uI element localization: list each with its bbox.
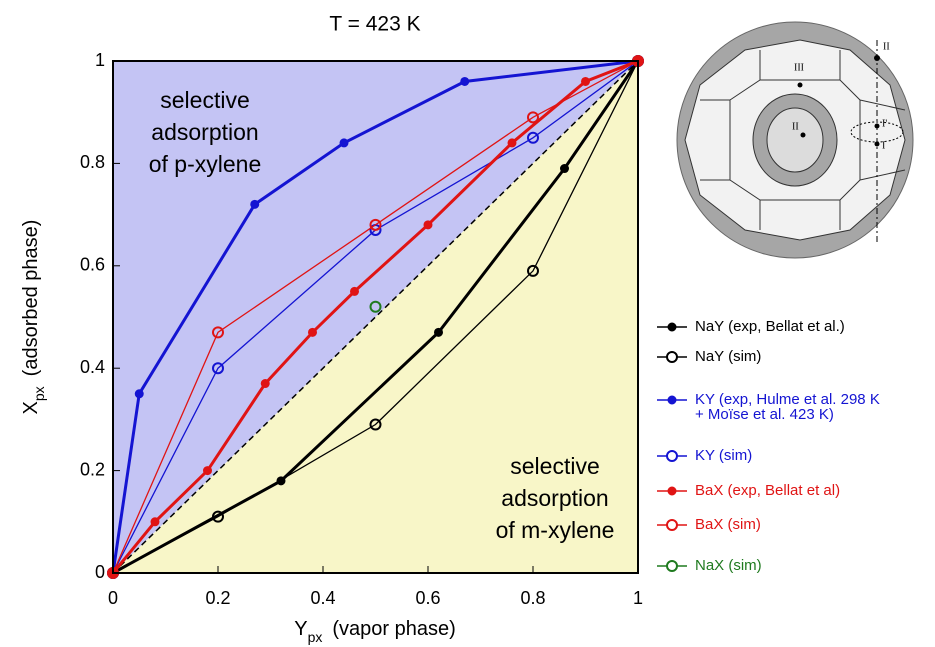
y-label-subscript: px xyxy=(31,386,47,401)
inset: II III II I' I xyxy=(676,21,914,259)
x-label-symbol: Y xyxy=(294,618,307,640)
legend-label: NaY (exp, Bellat et al.) xyxy=(695,318,845,335)
data-point xyxy=(203,466,212,476)
series-line xyxy=(111,59,639,574)
data-point xyxy=(339,138,349,148)
inset-cages xyxy=(700,50,906,230)
inset-site xyxy=(797,82,803,88)
legend-swatch xyxy=(657,322,687,332)
legend-marker xyxy=(667,322,677,332)
x-axis-label: Ypx (vapor phase) xyxy=(294,618,456,644)
data-point xyxy=(581,76,590,86)
data-point xyxy=(423,220,433,230)
legend-marker xyxy=(666,519,678,531)
y-tick-label: 0.2 xyxy=(80,459,105,479)
inset-site xyxy=(874,123,880,129)
data-point xyxy=(150,517,160,527)
y-tick-label: 0.8 xyxy=(80,152,105,172)
y-label-text: (adsorbed phase) xyxy=(20,220,42,377)
x-tick-label: 0.2 xyxy=(205,588,230,608)
x-tick-label: 0.4 xyxy=(310,588,335,608)
inset-site xyxy=(874,141,880,147)
plot-frame xyxy=(112,60,639,574)
legend-swatch xyxy=(657,486,687,496)
x-tick-label: 0.8 xyxy=(520,588,545,608)
data-point xyxy=(527,111,539,124)
legend-label: BaX (exp, Bellat et al) xyxy=(695,482,841,499)
legend-label: NaX (sim) xyxy=(695,557,762,574)
data-point xyxy=(369,300,382,313)
x-tick-label: 0.6 xyxy=(415,588,440,608)
legend-entry: BaX (exp, Bellat et al) xyxy=(657,483,840,499)
inset-label: III xyxy=(794,62,804,73)
x-label-text: (vapor phase) xyxy=(332,618,455,640)
inset-window xyxy=(766,107,824,173)
legend-marker xyxy=(666,351,678,363)
legend-swatch xyxy=(657,450,687,462)
series-line xyxy=(112,60,639,574)
data-point xyxy=(527,131,539,144)
x-label-subscript: px xyxy=(308,629,323,645)
annotation: selective adsorption of m-xylene xyxy=(495,453,615,543)
data-point xyxy=(369,218,382,231)
y-axis-label: Xpx (adsorbed phase) xyxy=(20,220,46,415)
y-tick-label: 1 xyxy=(95,50,105,70)
data-point xyxy=(560,164,569,174)
legend-swatch xyxy=(657,560,687,572)
y-label-symbol: X xyxy=(20,401,42,414)
diagonal xyxy=(112,60,639,574)
data-point xyxy=(212,510,224,523)
legend-label: BaX (sim) xyxy=(695,516,761,533)
legend-swatch xyxy=(657,519,687,531)
y-tick-label: 0.4 xyxy=(80,357,105,377)
legend-label: NaY (sim) xyxy=(695,348,762,365)
data-point xyxy=(212,362,224,375)
legend-swatch xyxy=(657,395,687,405)
series-line xyxy=(111,59,639,574)
legend-marker xyxy=(667,395,677,405)
data-point xyxy=(507,138,517,148)
y-tick-label: 0.6 xyxy=(80,255,105,275)
chart-title: T = 423 K xyxy=(329,13,420,36)
inset-site xyxy=(874,55,880,61)
legend-marker xyxy=(666,560,678,572)
data-point xyxy=(369,418,382,431)
data-point xyxy=(250,199,260,209)
legend-label: KY (exp, Hulme et al. 298 K + Moïse et a… xyxy=(695,391,880,423)
inset-label: I' xyxy=(882,118,887,129)
data-point xyxy=(460,76,470,86)
y-tick-label: 0 xyxy=(95,562,105,582)
inset-site xyxy=(800,132,806,138)
legend-entry: KY (exp, Hulme et al. 298 K + Moïse et a… xyxy=(657,392,880,422)
legend-entry: BaX (sim) xyxy=(657,517,761,533)
inset-label: I xyxy=(882,140,885,151)
legend-entry: NaY (exp, Bellat et al.) xyxy=(657,319,845,335)
legend-swatch xyxy=(657,351,687,363)
data-point xyxy=(527,264,539,277)
series-line xyxy=(112,60,639,574)
data-point xyxy=(134,389,144,399)
legend-label: KY (sim) xyxy=(695,447,753,464)
data-point xyxy=(212,326,224,339)
x-tick-label: 1 xyxy=(633,588,643,608)
data-point xyxy=(350,286,359,296)
data-point xyxy=(434,327,443,337)
data-point xyxy=(308,327,317,337)
legend-entry: KY (sim) xyxy=(657,448,752,464)
x-tick-label: 0 xyxy=(108,588,118,608)
inset-label: II xyxy=(792,121,799,132)
legend-marker xyxy=(666,450,678,462)
legend-entry: NaX (sim) xyxy=(657,558,762,574)
data-point xyxy=(260,379,270,389)
legend-entry: NaY (sim) xyxy=(657,349,761,365)
legend-marker xyxy=(667,486,677,496)
inset-label: II xyxy=(883,41,890,52)
annotation: selective adsorption of p-xylene xyxy=(148,87,262,177)
